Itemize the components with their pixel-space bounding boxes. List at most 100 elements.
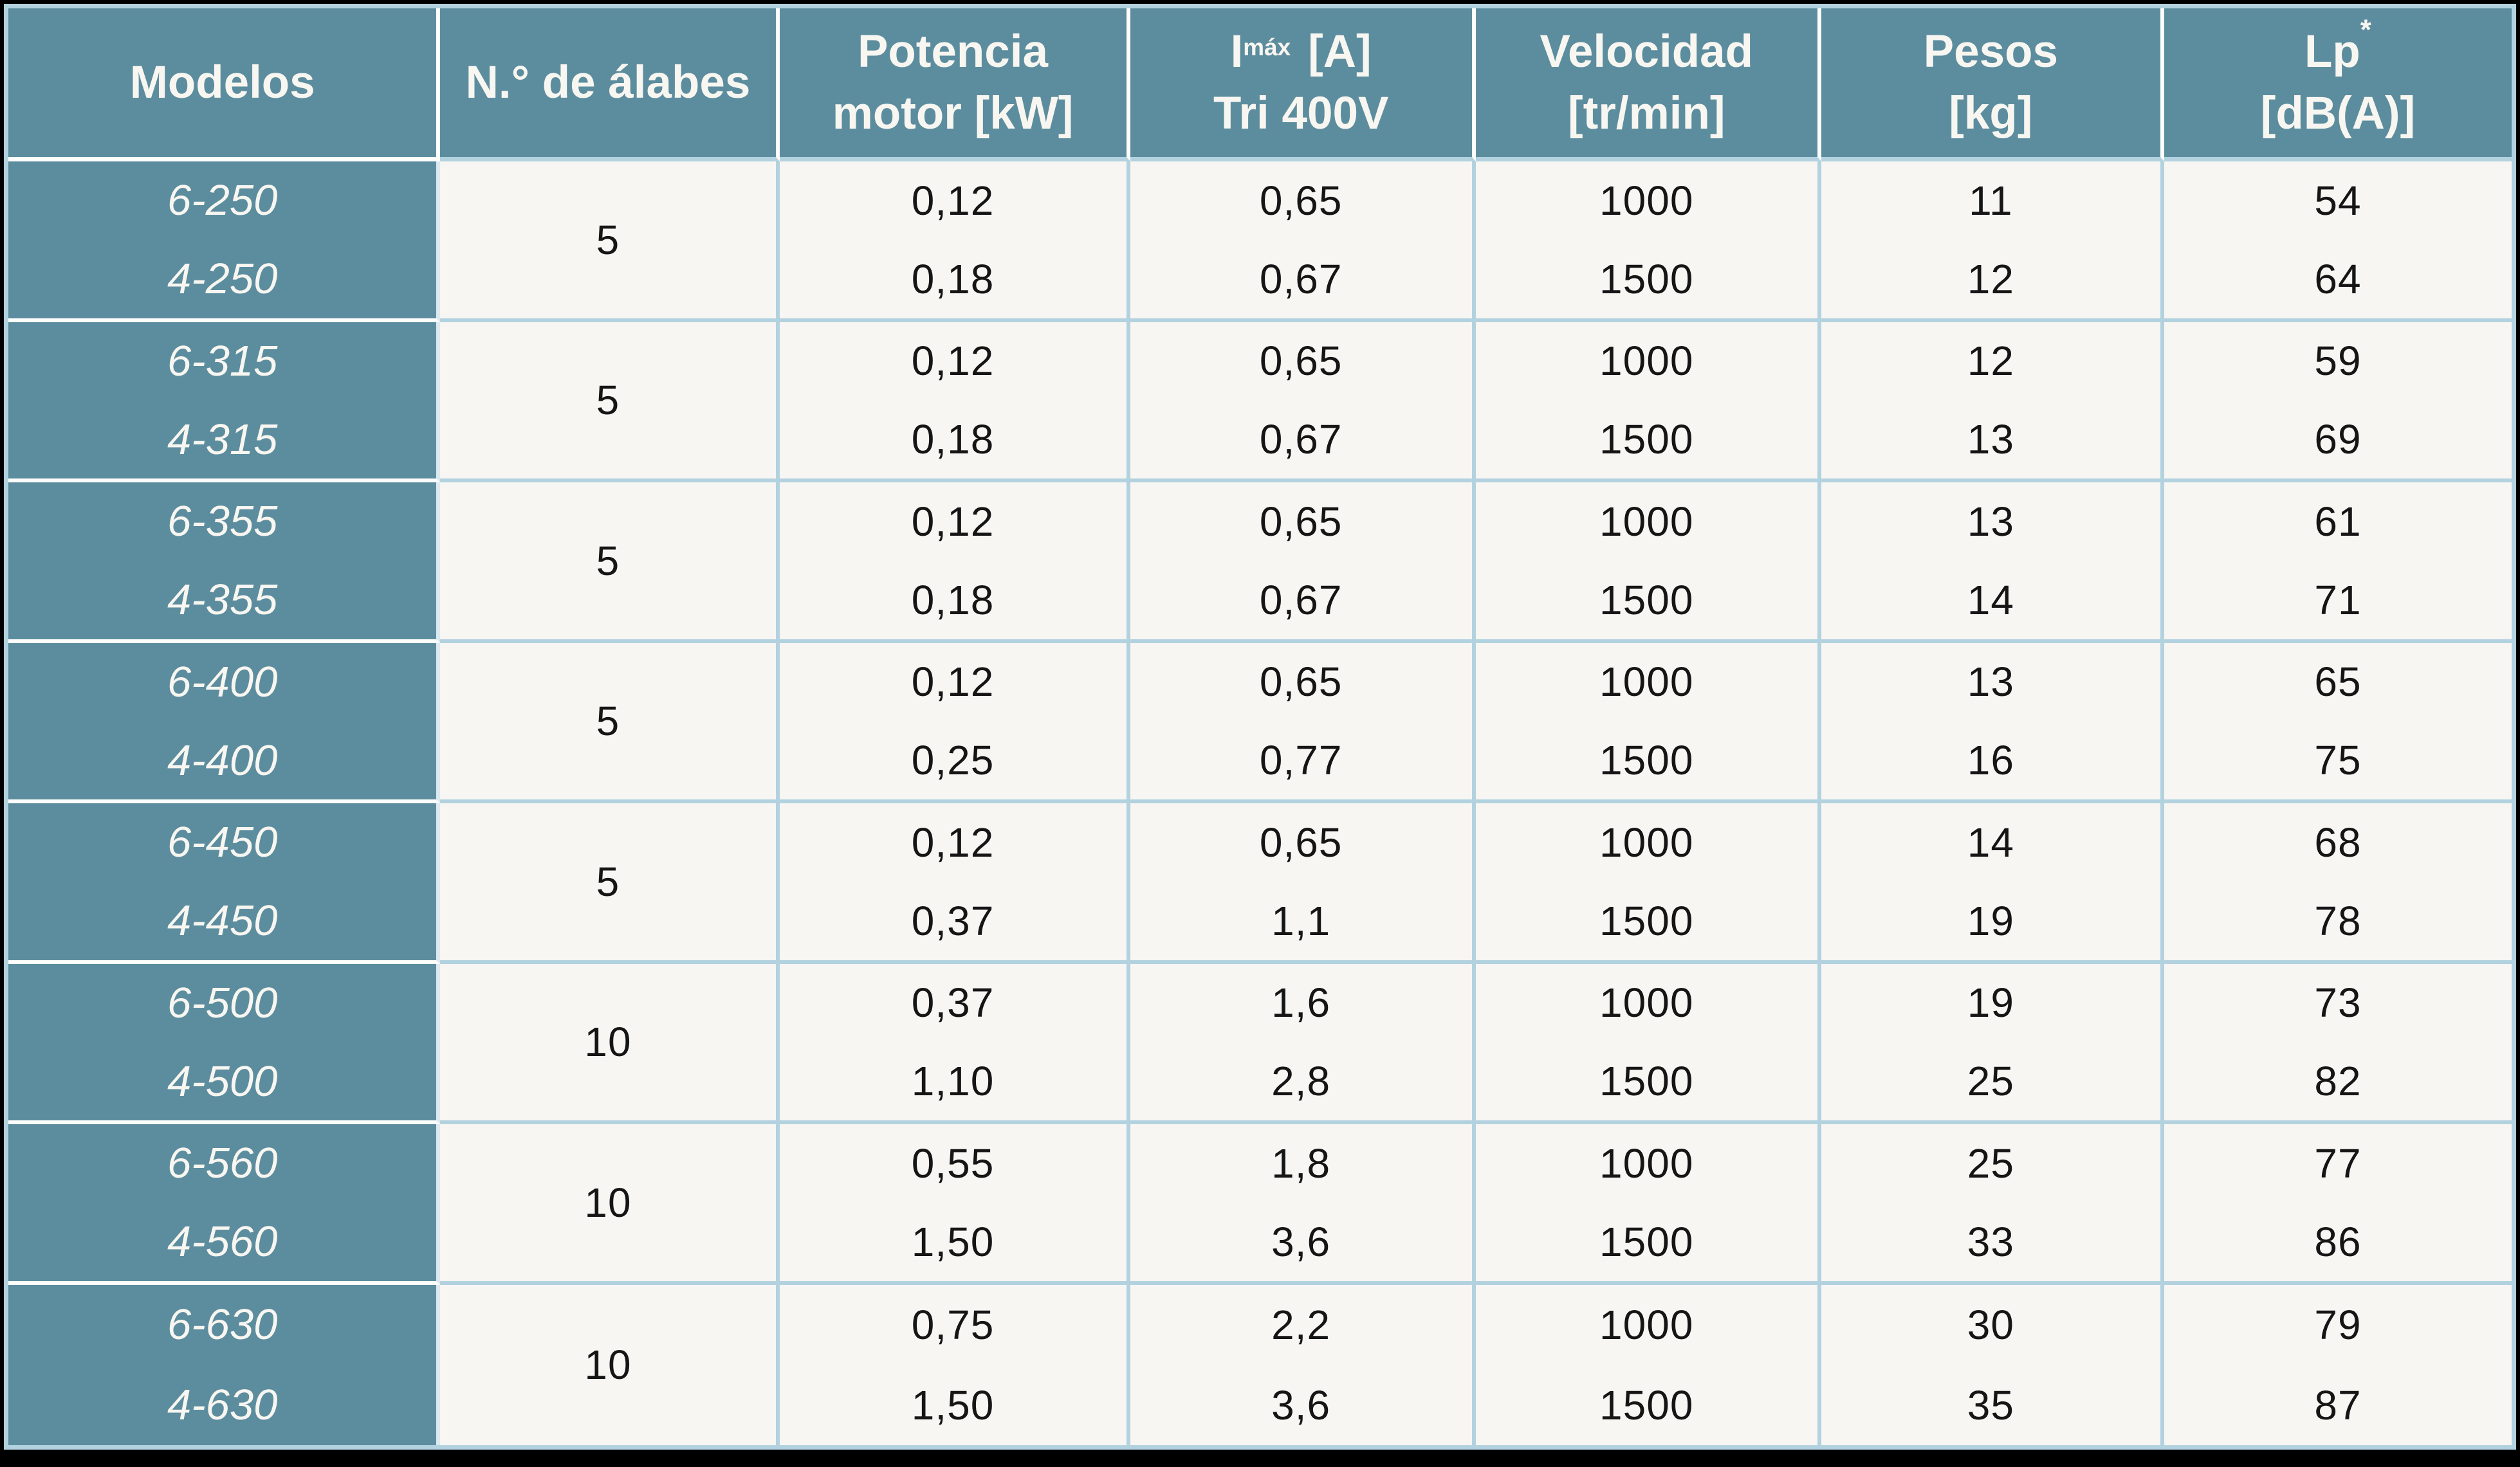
alabes-value: 10	[584, 1019, 632, 1066]
header-label: Modelos	[129, 57, 315, 108]
pesos-value: 12	[1967, 255, 2014, 302]
pesos-value: 25	[1967, 1140, 2014, 1187]
potencia-value: 1,50	[911, 1218, 995, 1265]
velocidad-value: 1500	[1599, 897, 1694, 944]
pesos-value: 30	[1967, 1301, 2014, 1348]
header-lp: Lp * [dB(A)]	[2164, 8, 2512, 161]
lp-value: 75	[2314, 737, 2362, 784]
pesos-value: 13	[1967, 659, 2014, 706]
model-cell: 6-450 4-450	[8, 803, 441, 964]
model-label: 4-400	[167, 736, 278, 785]
model-label: 6-355	[167, 497, 278, 546]
model-label: 6-250	[167, 176, 278, 225]
velocidad-cell: 1000 1500	[1475, 1284, 1821, 1445]
header-line2: motor [kW]	[832, 87, 1074, 139]
imax-value: 0,67	[1259, 416, 1343, 463]
imax-symbol: I	[1230, 26, 1244, 78]
pesos-value: 14	[1967, 819, 2014, 866]
alabes-value: 10	[584, 1179, 632, 1226]
model-cell: 6-355 4-355	[8, 482, 441, 643]
potencia-cell: 0,12 0,18	[779, 161, 1130, 322]
velocidad-value: 1000	[1599, 659, 1694, 706]
lp-value: 78	[2314, 897, 2362, 944]
lp-value: 68	[2314, 819, 2362, 866]
model-label: 6-500	[167, 978, 278, 1027]
alabes-value: 5	[596, 537, 620, 584]
alabes-cell: 5	[440, 482, 780, 643]
imax-value: 0,65	[1259, 338, 1343, 385]
imax-value: 0,65	[1259, 659, 1343, 706]
model-cell: 6-400 4-400	[8, 642, 441, 803]
header-line2: [tr/min]	[1567, 87, 1725, 139]
pesos-cell: 11 12	[1821, 161, 2164, 322]
model-label: 4-250	[167, 255, 278, 304]
pesos-cell: 19 25	[1821, 963, 2164, 1124]
potencia-value: 0,12	[911, 498, 995, 545]
imax-cell: 1,8 3,6	[1130, 1124, 1476, 1285]
potencia-value: 0,37	[911, 897, 995, 944]
imax-subscript: máx	[1243, 34, 1291, 61]
pesos-value: 35	[1967, 1381, 2014, 1428]
model-cell: 6-500 4-500	[8, 963, 441, 1124]
imax-value: 3,6	[1271, 1381, 1331, 1428]
model-label: 4-450	[167, 897, 278, 945]
imax-value: 2,8	[1271, 1058, 1331, 1105]
velocidad-cell: 1000 1500	[1475, 322, 1821, 482]
imax-cell: 0,65 0,77	[1130, 642, 1476, 803]
lp-value: 86	[2314, 1218, 2362, 1265]
lp-cell: 68 78	[2164, 803, 2512, 964]
lp-value: 64	[2314, 255, 2362, 302]
lp-symbol: Lp	[2304, 26, 2360, 78]
velocidad-value: 1500	[1599, 576, 1694, 623]
pesos-value: 14	[1967, 576, 2014, 623]
model-cell: 6-630 4-630	[8, 1284, 441, 1445]
pesos-value: 12	[1967, 338, 2014, 385]
header-line2: [kg]	[1949, 87, 2033, 139]
velocidad-value: 1000	[1599, 1301, 1694, 1348]
lp-cell: 61 71	[2164, 482, 2512, 643]
potencia-cell: 0,55 1,50	[779, 1124, 1130, 1285]
lp-value: 87	[2314, 1381, 2362, 1428]
imax-value: 2,2	[1271, 1301, 1331, 1348]
model-label: 6-630	[167, 1300, 278, 1349]
lp-cell: 65 75	[2164, 642, 2512, 803]
model-label: 6-450	[167, 818, 278, 867]
alabes-value: 5	[596, 858, 620, 905]
imax-cell: 0,65 0,67	[1130, 322, 1476, 482]
potencia-value: 0,75	[911, 1301, 995, 1348]
imax-value: 0,67	[1259, 576, 1343, 623]
velocidad-value: 1500	[1599, 1058, 1694, 1105]
header-line1: Potencia	[858, 26, 1049, 78]
header-pesos: Pesos [kg]	[1821, 8, 2164, 161]
header-line1: Pesos	[1923, 26, 2058, 78]
model-label: 4-630	[167, 1381, 278, 1430]
imax-value: 0,65	[1259, 177, 1343, 224]
header-line1: Lp *	[2304, 16, 2371, 82]
potencia-value: 0,18	[911, 416, 995, 463]
model-label: 6-400	[167, 657, 278, 706]
imax-cell: 0,65 0,67	[1130, 161, 1476, 322]
potencia-value: 0,12	[911, 659, 995, 706]
alabes-cell: 5	[440, 803, 780, 964]
lp-asterisk: *	[2360, 14, 2371, 46]
velocidad-value: 1500	[1599, 1381, 1694, 1428]
potencia-cell: 0,12 0,25	[779, 642, 1130, 803]
velocidad-value: 1000	[1599, 819, 1694, 866]
velocidad-cell: 1000 1500	[1475, 803, 1821, 964]
lp-value: 54	[2314, 177, 2362, 224]
header-line2: [dB(A)]	[2260, 87, 2416, 139]
alabes-value: 5	[596, 377, 620, 424]
potencia-value: 1,10	[911, 1058, 995, 1105]
velocidad-cell: 1000 1500	[1475, 161, 1821, 322]
model-label: 4-355	[167, 576, 278, 624]
imax-value: 3,6	[1271, 1218, 1331, 1265]
pesos-value: 19	[1967, 897, 2014, 944]
header-velocidad: Velocidad [tr/min]	[1475, 8, 1821, 161]
model-label: 4-560	[167, 1217, 278, 1266]
model-label: 4-500	[167, 1057, 278, 1106]
model-label: 6-315	[167, 336, 278, 385]
potencia-value: 0,12	[911, 177, 995, 224]
pesos-value: 13	[1967, 498, 2014, 545]
